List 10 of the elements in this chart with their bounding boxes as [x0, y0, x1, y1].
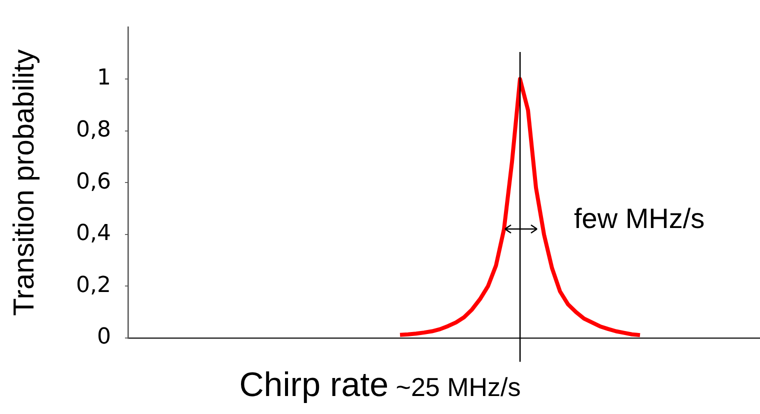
y-tick-label: 0,6 [76, 169, 111, 194]
text: ~25 MHz/s [394, 372, 521, 402]
annotation: few MHz/s [574, 203, 705, 236]
y-tick-label: 0 [97, 324, 111, 350]
y-tick-label: 0,8 [76, 118, 111, 143]
y-tick-label: 0,2 [76, 272, 111, 298]
y-tick-label: 0,4 [76, 221, 111, 246]
x-axis-title: Chirp rate [239, 366, 389, 404]
y-axis-title: Transition probability [8, 48, 40, 316]
y-tick-label: 1 [97, 66, 111, 91]
